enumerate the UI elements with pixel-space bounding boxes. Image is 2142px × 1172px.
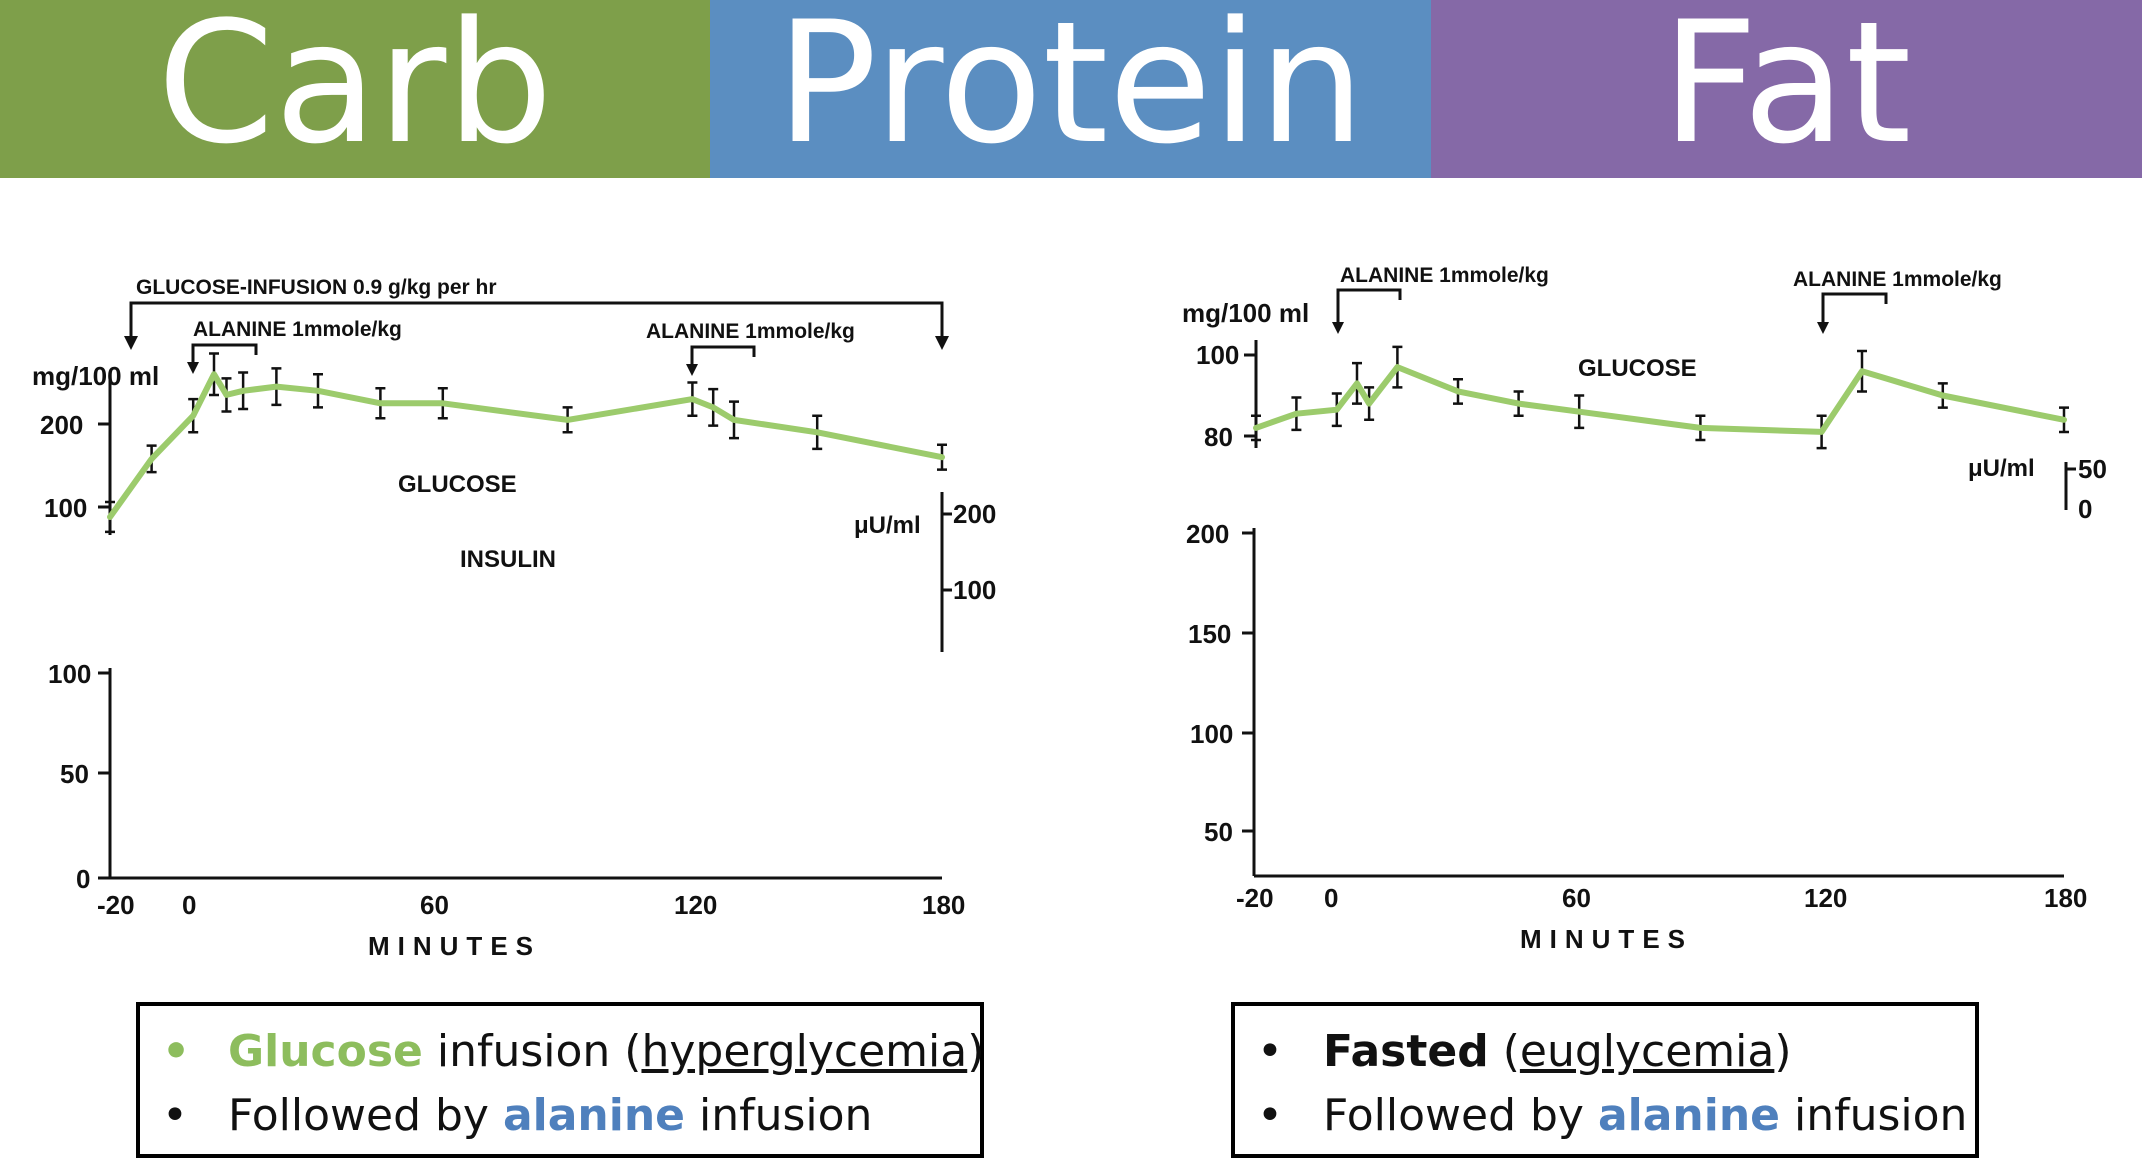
left-x-tick--20: -20 <box>97 890 135 920</box>
right-alanine-arrow-1 <box>1332 322 1344 334</box>
right-lower-tick-150: 150 <box>1188 619 1231 649</box>
left-caption-followed: Followed by <box>228 1090 503 1141</box>
right-glucose-series <box>1251 345 2069 450</box>
left-x-label: MINUTES <box>368 931 541 961</box>
left-chart: GLUCOSE-INFUSION 0.9 g/kg per hr ALANINE… <box>32 276 996 961</box>
right-x-tick-0: 0 <box>1324 883 1338 913</box>
alanine-bracket-2 <box>690 345 756 372</box>
left-glucose-series <box>105 352 947 534</box>
right-caption-close-paren: ) <box>1774 1026 1792 1077</box>
infusion-start-arrow <box>124 336 138 350</box>
right-alanine-label-2: ALANINE 1mmole/kg <box>1793 268 2002 291</box>
right-y-unit: mg/100 ml <box>1182 298 1309 328</box>
left-x-tick-0: 0 <box>182 890 196 920</box>
right-alanine-arrow-2 <box>1817 322 1829 334</box>
right-insulin-unit: μU/ml <box>1968 455 2035 482</box>
right-caption-fasted: Fasted <box>1323 1026 1489 1077</box>
left-glucose-label: GLUCOSE <box>398 471 517 498</box>
right-caption-bullet-2: • <box>1257 1090 1283 1141</box>
left-caption-infusion: infusion ( <box>422 1026 642 1077</box>
right-caption-alanine: alanine <box>1597 1090 1781 1141</box>
left-x-tick-60: 60 <box>420 890 449 920</box>
right-caption-box: • Fasted (euglycemia) • Followed by alan… <box>1231 1002 1979 1158</box>
left-tick-100: 100 <box>44 493 87 523</box>
left-glucose-line <box>107 371 945 520</box>
left-lower-tick-50: 50 <box>60 759 89 789</box>
banner-protein-label: Protein <box>776 0 1365 181</box>
right-alanine-bracket-2 <box>1821 292 1888 330</box>
glucose-infusion-bracket <box>129 301 944 345</box>
right-caption-followed: Followed by <box>1323 1090 1598 1141</box>
right-alanine-bracket-1 <box>1336 288 1402 330</box>
right-caption-euglycemia: euglycemia <box>1519 1026 1775 1077</box>
left-lower-tick-0: 0 <box>76 864 90 894</box>
banner-protein: Protein <box>710 0 1431 178</box>
insulin-tick-200: 200 <box>953 499 996 529</box>
left-caption-close-paren: ) <box>967 1026 985 1077</box>
banner-carb: Carb <box>0 0 710 178</box>
infusion-end-arrow <box>935 336 949 350</box>
right-tick-100: 100 <box>1196 340 1239 370</box>
right-chart: ALANINE 1mmole/kg ALANINE 1mmole/kg mg/1… <box>1182 264 2107 954</box>
left-caption-hyperglycemia: hyperglycemia <box>641 1026 968 1077</box>
right-x-tick-60: 60 <box>1562 883 1591 913</box>
right-x-tick-180: 180 <box>2044 883 2087 913</box>
right-x-tick--20: -20 <box>1236 883 1274 913</box>
left-y-unit: mg/100 ml <box>32 361 159 391</box>
left-caption-box: • Glucose infusion (hyperglycemia) • Fol… <box>136 1002 984 1158</box>
right-insulin-tick-50: 50 <box>2078 454 2107 484</box>
left-insulin-label: INSULIN <box>460 546 556 573</box>
left-x-tick-180: 180 <box>922 890 965 920</box>
left-tick-200: 200 <box>40 410 83 440</box>
right-lower-tick-50: 50 <box>1204 817 1233 847</box>
alanine-bracket-1 <box>191 343 258 370</box>
right-caption-bullet-1: • <box>1257 1026 1283 1077</box>
right-x-tick-120: 120 <box>1804 883 1847 913</box>
right-lower-tick-100: 100 <box>1190 719 1233 749</box>
right-alanine-label-1: ALANINE 1mmole/kg <box>1340 264 1549 287</box>
right-lower-tick-200: 200 <box>1186 519 1229 549</box>
right-insulin-tick-0: 0 <box>2078 494 2092 524</box>
right-caption-open-paren: ( <box>1488 1026 1520 1077</box>
banner-fat: Fat <box>1431 0 2142 178</box>
right-glucose-line <box>1253 364 2067 435</box>
alanine-arrow-2 <box>686 364 698 376</box>
insulin-tick-100: 100 <box>953 575 996 605</box>
right-glucose-label: GLUCOSE <box>1578 355 1697 382</box>
left-lower-tick-100: 100 <box>48 659 91 689</box>
left-caption-glucose: Glucose <box>228 1026 423 1077</box>
left-caption-bullet-1: • <box>162 1026 191 1077</box>
left-caption-bullet-2: • <box>162 1090 188 1141</box>
left-caption-infusion-2: infusion <box>685 1090 873 1141</box>
infusion-label: GLUCOSE-INFUSION 0.9 g/kg per hr <box>136 276 497 299</box>
alanine-label-2: ALANINE 1mmole/kg <box>646 320 855 343</box>
alanine-arrow-1 <box>187 362 199 374</box>
right-x-label: MINUTES <box>1520 924 1693 954</box>
banner-fat-label: Fat <box>1661 0 1912 181</box>
right-caption-infusion: infusion <box>1780 1090 1968 1141</box>
left-caption-alanine: alanine <box>502 1090 686 1141</box>
alanine-label-1: ALANINE 1mmole/kg <box>193 318 402 341</box>
left-x-tick-120: 120 <box>674 890 717 920</box>
banner-carb-label: Carb <box>157 0 553 181</box>
right-tick-80: 80 <box>1204 422 1233 452</box>
left-insulin-unit: μU/ml <box>854 512 921 539</box>
